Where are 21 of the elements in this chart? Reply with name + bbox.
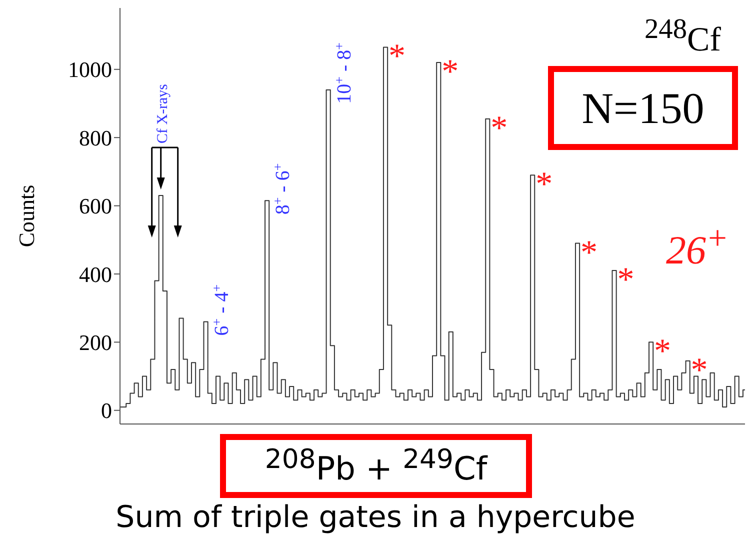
y-tick-label: 0 bbox=[101, 398, 112, 424]
y-tick-label: 1000 bbox=[68, 57, 112, 82]
annotation: * bbox=[580, 234, 598, 272]
x-axis-title: Sum of triple gates in a hypercube bbox=[114, 500, 636, 535]
y-tick-label: 800 bbox=[79, 125, 112, 150]
annotation: Cf X-rays bbox=[154, 84, 171, 144]
y-tick-label: 200 bbox=[79, 330, 112, 355]
y-tick-label: 600 bbox=[79, 194, 112, 219]
annotation: * bbox=[654, 333, 672, 370]
y-axis-title: Counts bbox=[14, 184, 39, 248]
y-tick-label: 400 bbox=[79, 262, 112, 287]
annotation: * bbox=[617, 262, 634, 299]
annotation: * bbox=[536, 166, 553, 204]
annotation: * bbox=[442, 54, 459, 91]
annotation: N=150 bbox=[582, 82, 704, 134]
text: $^{208}$Pb + $^{249}$Cf bbox=[264, 444, 488, 488]
annotation: 26$^{+}$ bbox=[666, 220, 728, 274]
annotation: * bbox=[490, 110, 508, 147]
annotation: * bbox=[388, 38, 406, 76]
annotation: $^{248}$Cf bbox=[644, 14, 721, 60]
annotation: * bbox=[690, 352, 708, 389]
